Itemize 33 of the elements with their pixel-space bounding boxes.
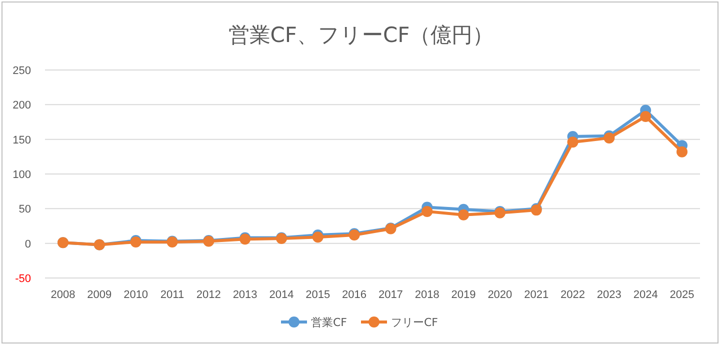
y-tick-label: 50 <box>18 204 31 216</box>
y-tick-label: -50 <box>15 273 31 285</box>
x-tick-label: 2016 <box>342 289 367 301</box>
y-tick-label: 250 <box>12 65 31 77</box>
x-tick-label: 2018 <box>414 289 440 301</box>
x-tick-label: 2015 <box>306 289 330 301</box>
legend-label: フリーCF <box>391 316 438 329</box>
x-tick-label: 2011 <box>160 289 184 301</box>
point <box>567 136 578 148</box>
chart-title: 営業CF、フリーCF（億円） <box>228 23 494 47</box>
y-tick-label: 150 <box>12 134 31 146</box>
x-tick-label: 2022 <box>560 289 586 301</box>
x-tick-label: 2025 <box>670 289 694 301</box>
point <box>458 209 470 220</box>
x-tick-label: 2024 <box>633 289 658 301</box>
point <box>422 206 433 217</box>
x-tick-label: 2014 <box>269 289 294 301</box>
point <box>676 146 688 158</box>
x-tick-label: 2019 <box>451 289 476 301</box>
x-tick-label: 2008 <box>50 289 76 301</box>
legend-label: 営業CF <box>311 316 348 329</box>
x-tick-label: 2023 <box>596 289 622 301</box>
x-tick-label: 2017 <box>378 289 403 301</box>
x-tick-label: 2020 <box>488 289 512 301</box>
x-tick-label: 2012 <box>196 289 221 301</box>
y-tick-label: 0 <box>24 238 31 250</box>
y-tick-label: 100 <box>12 169 31 181</box>
point <box>640 110 652 122</box>
x-tick-label: 2009 <box>87 289 112 301</box>
y-tick-label: 200 <box>12 100 31 112</box>
x-tick-label: 2010 <box>124 289 148 301</box>
x-tick-label: 2021 <box>524 289 549 301</box>
x-tick-label: 2013 <box>232 289 258 301</box>
